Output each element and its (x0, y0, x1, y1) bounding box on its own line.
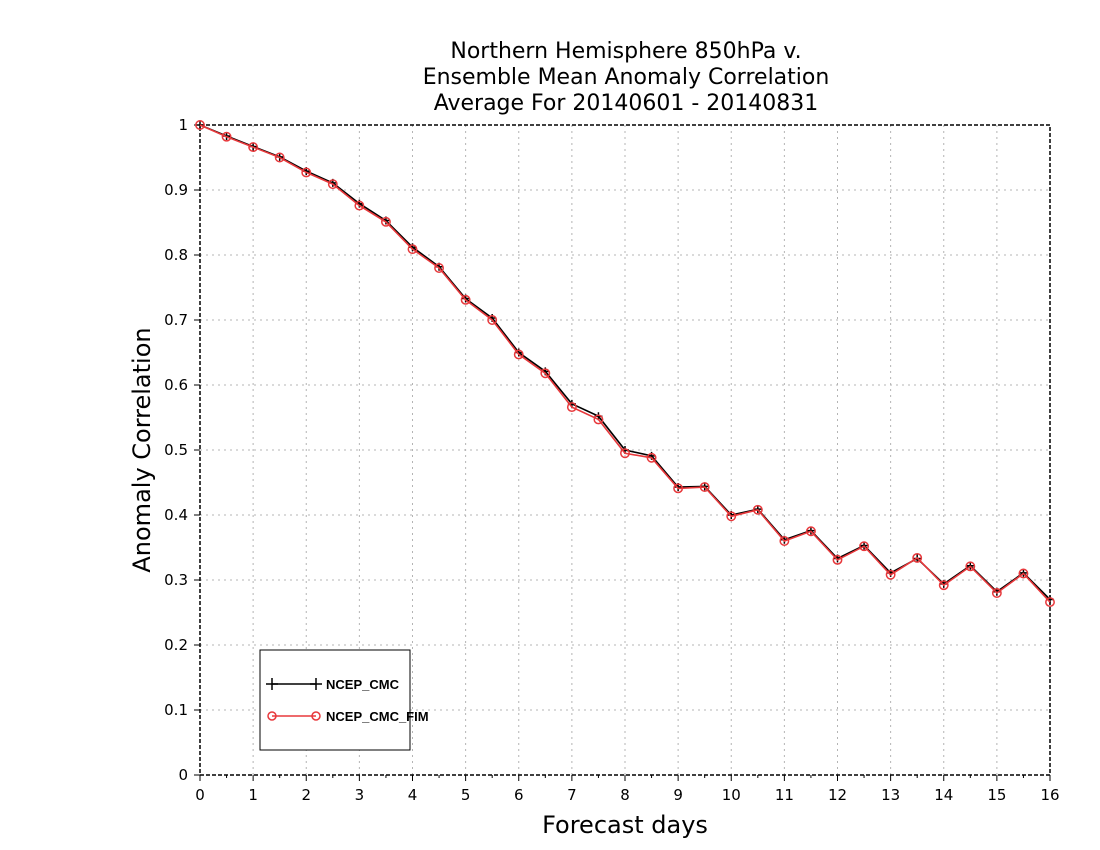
grid-lines (200, 125, 1050, 775)
y-tick-label: 0.7 (164, 311, 188, 329)
data-point-ncep-cmc-fim (646, 452, 657, 463)
data-point-ncep-cmc-fim (301, 167, 312, 178)
data-point-ncep-cmc-fim (248, 142, 259, 153)
title-line-1: Northern Hemisphere 850hPa v. (450, 39, 801, 64)
data-point-ncep-cmc-fim (673, 483, 684, 494)
x-tick-label: 9 (673, 786, 683, 804)
data-point-ncep-cmc-fim (859, 541, 870, 552)
y-tick-label: 0.6 (164, 376, 188, 394)
y-tick-label: 0.2 (164, 636, 188, 654)
legend-circle-marker (311, 711, 321, 721)
data-point-ncep-cmc-fim (1045, 597, 1055, 608)
y-axis-label: Anomaly Correlation (128, 327, 156, 572)
data-point-ncep-cmc-fim (593, 414, 604, 425)
data-point-ncep-cmc-fim (832, 554, 843, 565)
data-point-ncep-cmc-fim (380, 216, 391, 227)
x-tick-label: 1 (248, 786, 258, 804)
data-point-ncep-cmc-fim (327, 179, 338, 190)
y-tick-label: 0 (178, 766, 188, 784)
data-point-ncep-cmc-fim (938, 580, 949, 591)
data-point-ncep-cmc-fim (460, 294, 471, 305)
x-tick-label: 13 (881, 786, 900, 804)
x-tick-label: 8 (620, 786, 630, 804)
y-tick-label: 0.8 (164, 246, 188, 264)
legend-circle-marker (267, 711, 277, 721)
x-tick-label: 12 (828, 786, 847, 804)
y-tick-label: 0.3 (164, 571, 188, 589)
data-point-ncep-cmc-fim (1018, 568, 1029, 579)
data-point-ncep-cmc-fim (620, 448, 630, 459)
data-point-ncep-cmc-fim (726, 511, 737, 522)
y-tick-label: 0.1 (164, 701, 188, 719)
data-point-ncep-cmc-fim (991, 588, 1002, 598)
x-axis-label: Forecast days (542, 811, 708, 839)
data-point-ncep-cmc-fim (752, 504, 763, 515)
data-point-ncep-cmc-fim (407, 244, 418, 255)
x-tick-label: 10 (722, 786, 741, 804)
x-tick-label: 4 (408, 786, 418, 804)
data-point-ncep-cmc-fim (274, 152, 285, 163)
data-point-ncep-cmc-fim (195, 120, 205, 130)
y-tick-label: 0.4 (164, 506, 188, 524)
legend-box (259, 649, 411, 751)
chart-title: Northern Hemisphere 850hPa v. Ensemble M… (423, 39, 830, 116)
x-tick-label: 0 (195, 786, 205, 804)
x-tick-label: 6 (514, 786, 524, 804)
title-line-2: Ensemble Mean Anomaly Correlation (423, 65, 830, 90)
data-point-ncep-cmc-fim (566, 402, 577, 413)
series-lines (195, 120, 1055, 608)
y-tick-label: 1 (178, 116, 188, 134)
data-point-ncep-cmc-fim (912, 552, 923, 563)
data-point-ncep-cmc-fim (540, 368, 551, 379)
data-point-ncep-cmc-fim (699, 482, 710, 492)
data-point-ncep-cmc-fim (965, 561, 976, 572)
x-tick-label: 5 (461, 786, 471, 804)
data-point-ncep-cmc-fim (513, 349, 524, 360)
series-ncep-cmc (196, 121, 1054, 604)
x-tick-label: 7 (567, 786, 577, 804)
data-point-ncep-cmc-fim (434, 263, 445, 273)
y-tick-label: 0.5 (164, 441, 188, 459)
legend-plus-marker (266, 678, 322, 690)
series-ncep-cmc-fim (195, 120, 1055, 608)
x-tick-label: 11 (775, 786, 794, 804)
title-line-3: Average For 20140601 - 20140831 (434, 91, 819, 116)
x-tick-label: 16 (1040, 786, 1059, 804)
series-line-ncep-cmc-fim (199, 124, 1051, 603)
data-point-ncep-cmc-fim (487, 315, 498, 325)
x-tick-label: 15 (987, 786, 1006, 804)
legend-label-ncep-cmc: NCEP_CMC (326, 677, 400, 692)
axis-ticks: 0 1 2 3 4 5 6 7 8 9 10 11 12 13 14 15 1600.10.20.30.40.5… (164, 116, 1059, 804)
y-tick-label: 0.9 (164, 181, 188, 199)
data-point-ncep-cmc-fim (221, 131, 232, 142)
legend-label-ncep-cmc-fim: NCEP_CMC_FIM (326, 709, 429, 724)
x-tick-label: 2 (301, 786, 311, 804)
x-tick-label: 3 (355, 786, 365, 804)
data-point-ncep-cmc-fim (885, 569, 896, 580)
legend: NCEP_CMC NCEP_CMC_FIM (259, 649, 429, 751)
data-point-ncep-cmc-fim (805, 526, 816, 537)
data-point-ncep-cmc-fim (779, 536, 790, 546)
data-point-ncep-cmc-fim (354, 200, 365, 211)
x-tick-label: 14 (934, 786, 953, 804)
